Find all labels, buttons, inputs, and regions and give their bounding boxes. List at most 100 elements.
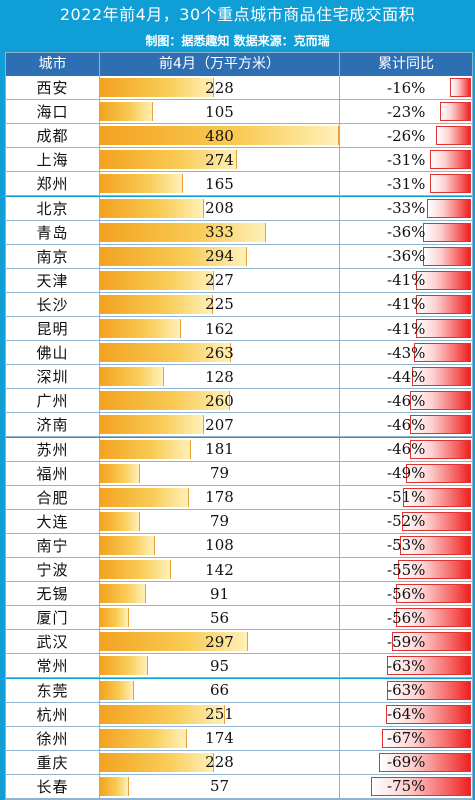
city-cell: 佛山 (6, 341, 100, 366)
yoy-bar (397, 560, 471, 580)
city-cell: 南京 (6, 244, 100, 269)
city-label: 昆明 (36, 320, 69, 339)
yoy-value-label: -36% (387, 247, 426, 266)
yoy-bar (405, 463, 471, 483)
yoy-value-label: -16% (387, 78, 426, 97)
area-cell: 228 (100, 750, 340, 775)
area-bar (100, 680, 134, 700)
city-label: 无锡 (36, 585, 69, 604)
area-value-label: 228 (205, 753, 234, 772)
area-cell: 228 (100, 76, 340, 101)
city-label: 厦门 (36, 609, 69, 628)
city-label: 西安 (36, 79, 69, 98)
table-row: 南宁 108 -53% (6, 533, 472, 558)
yoy-bar (396, 608, 471, 628)
area-bar (100, 415, 204, 435)
area-cell: 79 (100, 509, 340, 534)
yoy-value-label: -63% (387, 681, 426, 700)
city-cell: 东莞 (6, 678, 100, 703)
yoy-bar (416, 294, 471, 314)
yoy-cell: -59% (340, 630, 472, 655)
city-cell: 深圳 (6, 365, 100, 390)
yoy-cell: -41% (340, 268, 472, 293)
yoy-value-label: -53% (387, 536, 426, 555)
yoy-bar (403, 487, 471, 507)
city-cell: 杭州 (6, 702, 100, 727)
area-bar (100, 126, 339, 146)
area-cell: 263 (100, 341, 340, 366)
area-value-label: 56 (209, 608, 230, 627)
area-bar (100, 511, 141, 531)
city-label: 天津 (36, 271, 69, 290)
area-bar (100, 198, 205, 218)
area-cell: 66 (100, 678, 340, 703)
table-row: 宁波 142 -55% (6, 558, 472, 583)
area-cell: 95 (100, 654, 340, 679)
area-value-label: 294 (205, 247, 234, 266)
area-cell: 162 (100, 317, 340, 342)
yoy-bar (409, 391, 471, 411)
yoy-value-label: -49% (387, 464, 426, 483)
city-label: 徐州 (36, 729, 69, 748)
area-value-label: 263 (205, 343, 234, 362)
yoy-cell: -64% (340, 702, 472, 727)
city-label: 郑州 (36, 175, 69, 194)
area-cell: 225 (100, 292, 340, 317)
table-row: 成都 480 -26% (6, 124, 472, 149)
area-value-label: 79 (209, 512, 230, 531)
city-cell: 天津 (6, 268, 100, 293)
area-cell: 227 (100, 268, 340, 293)
yoy-cell: -55% (340, 558, 472, 583)
city-cell: 南宁 (6, 533, 100, 558)
city-cell: 昆明 (6, 317, 100, 342)
yoy-bar (436, 126, 471, 146)
area-cell: 128 (100, 365, 340, 390)
city-label: 南京 (36, 247, 69, 266)
yoy-bar (400, 535, 471, 555)
yoy-bar (396, 584, 471, 604)
area-bar (100, 439, 191, 459)
city-cell: 长沙 (6, 292, 100, 317)
area-bar (100, 608, 129, 628)
yoy-bar (416, 270, 471, 290)
column-header-yoy: 累计同比 (340, 53, 472, 76)
area-value-label: 227 (205, 271, 234, 290)
area-cell: 480 (100, 124, 340, 149)
area-value-label: 57 (209, 777, 230, 796)
city-cell: 青岛 (6, 220, 100, 245)
yoy-value-label: -75% (387, 777, 426, 796)
area-value-label: 333 (205, 223, 234, 242)
area-value-label: 142 (205, 560, 234, 579)
yoy-cell: -67% (340, 726, 472, 751)
city-cell: 常州 (6, 654, 100, 679)
area-value-label: 207 (205, 415, 234, 434)
table-row: 郑州 165 -31% (6, 172, 472, 197)
yoy-cell: -31% (340, 172, 472, 197)
city-cell: 海口 (6, 100, 100, 125)
area-value-label: 91 (209, 584, 230, 603)
yoy-value-label: -69% (387, 753, 426, 772)
yoy-bar (423, 246, 471, 266)
yoy-value-label: -33% (387, 199, 426, 218)
yoy-cell: -31% (340, 148, 472, 173)
area-value-label: 165 (205, 174, 234, 193)
yoy-value-label: -43% (387, 343, 426, 362)
data-table: 城市 前4月（万平方米） 累计同比 西安 228 -16% 海口 105 -23% 成都 48… (5, 52, 473, 800)
table-row: 武汉 297 -59% (6, 630, 472, 655)
area-bar (100, 656, 149, 676)
area-cell: 56 (100, 606, 340, 631)
table-row: 苏州 181 -46% (6, 437, 472, 462)
yoy-bar (416, 319, 471, 339)
table-row: 福州 79 -49% (6, 461, 472, 486)
yoy-bar (387, 656, 471, 676)
yoy-cell: -46% (340, 389, 472, 414)
yoy-cell: -23% (340, 100, 472, 125)
area-value-label: 274 (205, 150, 234, 169)
table-row: 重庆 228 -69% (6, 750, 472, 775)
city-cell: 宁波 (6, 558, 100, 583)
table-row: 青岛 333 -36% (6, 220, 472, 245)
area-value-label: 228 (205, 78, 234, 97)
city-cell: 北京 (6, 196, 100, 221)
area-bar (100, 487, 190, 507)
yoy-cell: -36% (340, 220, 472, 245)
